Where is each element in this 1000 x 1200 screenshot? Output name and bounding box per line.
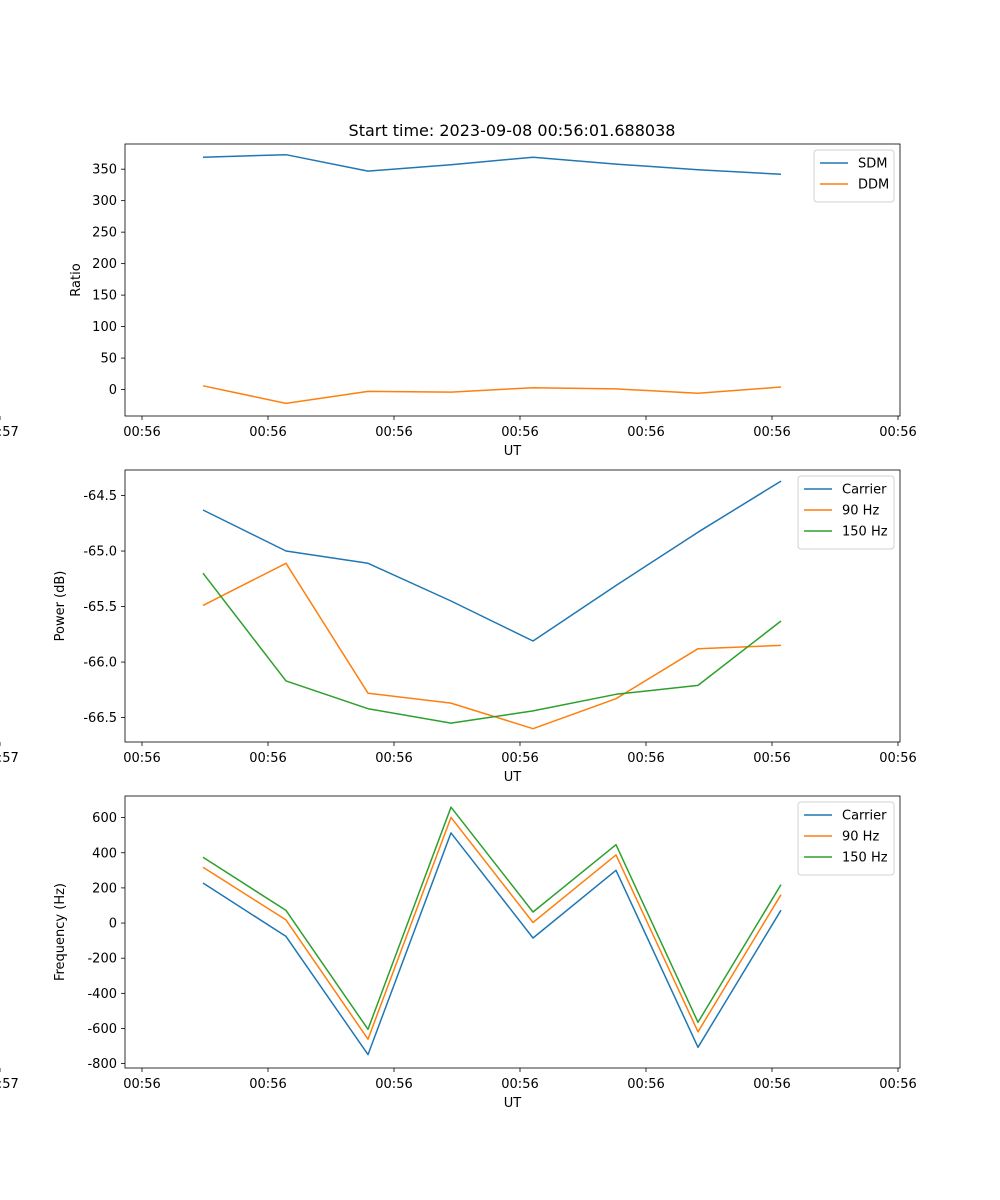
x-tick-label: 00:56 xyxy=(627,1077,664,1092)
y-tick-label: 200 xyxy=(92,257,117,272)
y-tick-label: -800 xyxy=(87,1057,117,1072)
x-tick-label: 00:56 xyxy=(501,1077,538,1092)
y-tick-label: 600 xyxy=(92,811,117,826)
x-tick-label: 00:56 xyxy=(375,1077,412,1092)
series-line-sdm xyxy=(202,153,782,175)
legend-entry: Carrier xyxy=(842,483,887,498)
x-tick-label: 00:56 xyxy=(249,425,286,440)
y-tick-label: 250 xyxy=(92,226,117,241)
y-tick-label: -64.5 xyxy=(83,489,117,504)
chart-title: Start time: 2023-09-08 00:56:01.688038 xyxy=(349,121,676,140)
x-tick-label: 00:57 xyxy=(0,1077,19,1092)
x-tick-label: 00:56 xyxy=(879,1077,916,1092)
y-tick-label: -400 xyxy=(87,987,117,1002)
x-tick-label: 00:56 xyxy=(501,425,538,440)
y-tick-label: -200 xyxy=(87,952,117,967)
x-tick-label: 00:56 xyxy=(879,751,916,766)
x-tick-label: 00:56 xyxy=(753,751,790,766)
legend-entry: 90 Hz xyxy=(842,830,879,845)
x-tick-label: 00:56 xyxy=(879,425,916,440)
y-tick-label: 350 xyxy=(92,163,117,178)
y-tick-label: 0 xyxy=(109,917,117,932)
x-tick-label: 00:56 xyxy=(627,425,664,440)
x-axis-label: UT xyxy=(504,770,522,785)
x-tick-label: 00:56 xyxy=(627,751,664,766)
y-tick-label: -600 xyxy=(87,1022,117,1037)
y-tick-label: -66.0 xyxy=(83,656,117,671)
legend-entry: Carrier xyxy=(842,809,887,824)
x-tick-label: 00:57 xyxy=(0,425,19,440)
x-tick-label: 00:56 xyxy=(249,1077,286,1092)
series-line-ddm xyxy=(202,385,782,405)
series-line-90-hz xyxy=(202,562,782,730)
legend: Carrier 90 Hz 150 Hz xyxy=(797,475,895,550)
axes-frame xyxy=(124,795,901,1069)
series-line-carrier xyxy=(202,480,782,642)
x-tick-label: 00:56 xyxy=(123,425,160,440)
y-tick-label: 150 xyxy=(92,289,117,304)
axes-frame xyxy=(124,469,901,743)
axes-frame xyxy=(124,143,901,417)
y-tick-label: 200 xyxy=(92,881,117,896)
y-tick-label: 100 xyxy=(92,320,117,335)
y-tick-label: -65.5 xyxy=(83,600,117,615)
legend-entry: 90 Hz xyxy=(842,504,879,519)
y-tick-label: 0 xyxy=(109,383,117,398)
legend: SDM DDM xyxy=(813,149,895,203)
x-tick-label: 00:57 xyxy=(0,751,19,766)
series-line-150-hz xyxy=(202,806,782,1031)
legend: Carrier 90 Hz 150 Hz xyxy=(797,801,895,876)
series-line-150-hz xyxy=(202,572,782,724)
x-axis-label: UT xyxy=(504,444,522,459)
x-tick-label: 00:56 xyxy=(123,1077,160,1092)
x-tick-label: 00:56 xyxy=(249,751,286,766)
y-tick-label: 400 xyxy=(92,846,117,861)
y-tick-label: -66.5 xyxy=(83,711,117,726)
series-line-carrier xyxy=(202,832,782,1056)
x-tick-label: 00:56 xyxy=(753,1077,790,1092)
x-tick-label: 00:56 xyxy=(501,751,538,766)
x-tick-label: 00:56 xyxy=(753,425,790,440)
x-tick-label: 00:56 xyxy=(375,425,412,440)
subplot-3: 00:56 00:56 00:56 00:56 00:56 00:56 00:56 00:57… xyxy=(0,795,917,1111)
y-tick-label: 50 xyxy=(100,352,117,367)
subplots: 00:56 00:56 00:56 00:56 00:56 00:56 00:56 00:57… xyxy=(0,143,917,1111)
legend-entry: SDM xyxy=(858,157,887,172)
y-axis-label: Power (dB) xyxy=(53,571,68,642)
y-axis-label: Ratio xyxy=(69,263,84,296)
y-tick-label: -65.0 xyxy=(83,545,117,560)
legend-entry: 150 Hz xyxy=(842,851,888,866)
series-line-90-hz xyxy=(202,816,782,1040)
x-tick-label: 00:56 xyxy=(375,751,412,766)
subplot-1: 00:56 00:56 00:56 00:56 00:56 00:56 00:56 00:57… xyxy=(0,143,917,459)
x-tick-label: 00:56 xyxy=(123,751,160,766)
y-axis-label: Frequency (Hz) xyxy=(53,883,68,981)
subplot-2: 00:56 00:56 00:56 00:56 00:56 00:56 00:56 00:57… xyxy=(0,469,917,785)
x-axis-label: UT xyxy=(504,1096,522,1111)
legend-entry: 150 Hz xyxy=(842,525,888,540)
legend-entry: DDM xyxy=(858,178,889,193)
y-tick-label: 300 xyxy=(92,194,117,209)
